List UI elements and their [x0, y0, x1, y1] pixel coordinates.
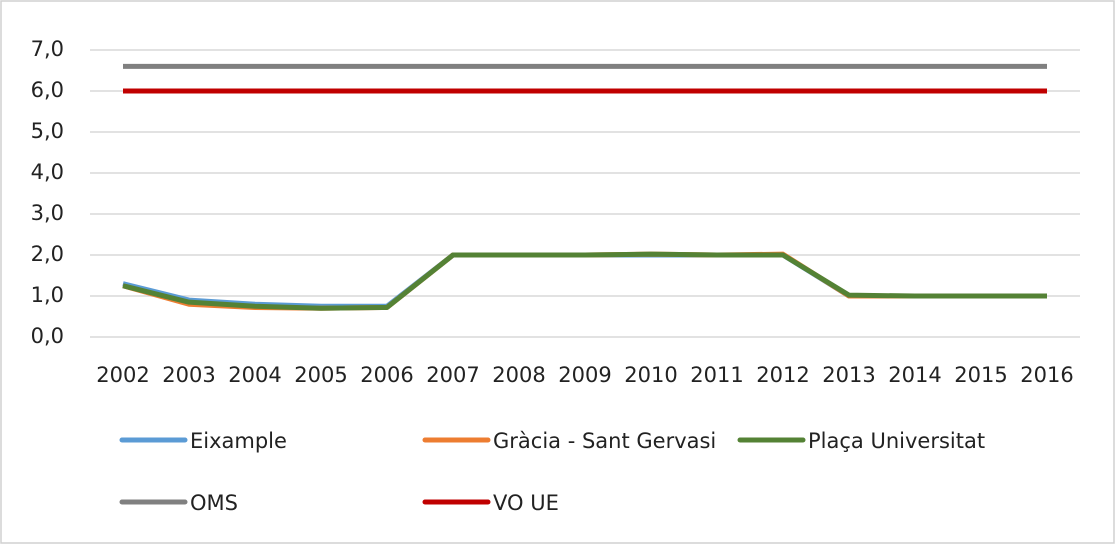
y-tick-label: 7,0 — [31, 37, 64, 61]
x-tick-label: 2008 — [492, 363, 545, 387]
x-tick-label: 2003 — [162, 363, 215, 387]
y-tick-label: 0,0 — [31, 324, 64, 348]
x-tick-label: 2014 — [888, 363, 941, 387]
series-line — [122, 251, 1047, 311]
y-tick-label: 4,0 — [31, 160, 64, 184]
y-tick-label: 2,0 — [31, 242, 64, 266]
y-tick-label: 3,0 — [31, 201, 64, 225]
x-tick-label: 2004 — [228, 363, 281, 387]
x-tick-label: 2009 — [558, 363, 611, 387]
legend-label: Plaça Universitat — [808, 429, 985, 453]
x-tick-label: 2011 — [690, 363, 743, 387]
x-tick-label: 2010 — [624, 363, 677, 387]
y-tick-label: 6,0 — [31, 78, 64, 102]
x-tick-label: 2006 — [360, 363, 413, 387]
x-tick-label: 2013 — [822, 363, 875, 387]
x-tick-label: 2005 — [294, 363, 347, 387]
legend-label: Eixample — [190, 429, 287, 453]
y-tick-label: 1,0 — [31, 283, 64, 307]
legend-label: VO UE — [493, 491, 559, 515]
legend-label: Gràcia - Sant Gervasi — [493, 429, 716, 453]
x-tick-label: 2002 — [96, 363, 149, 387]
y-tick-label: 5,0 — [31, 119, 64, 143]
legend-label: OMS — [190, 491, 238, 515]
x-tick-label: 2015 — [954, 363, 1007, 387]
x-tick-label: 2012 — [756, 363, 809, 387]
x-tick-label: 2016 — [1020, 363, 1073, 387]
x-tick-label: 2007 — [426, 363, 479, 387]
